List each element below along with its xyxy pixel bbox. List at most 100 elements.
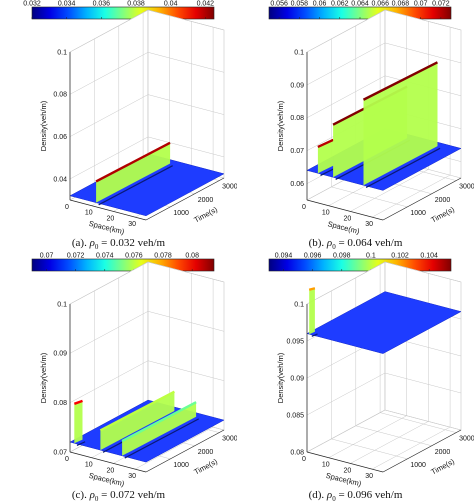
caption-c: (c). ρ0 = 0.072 veh/m <box>71 489 166 504</box>
surface-plane-d <box>306 291 462 354</box>
colorbar-tick-b-2: 0.06 <box>313 1 327 8</box>
z-tick-a-2: 0.08 <box>53 92 67 99</box>
x-tick-a-0: 0 <box>65 204 69 211</box>
x-tick-c-3: 30 <box>128 473 136 480</box>
z-tick-c-2: 0.09 <box>53 351 67 358</box>
x-tick-c-0: 0 <box>65 456 69 463</box>
surface-plot-a: 0.032 0.034 0.036 0.038 0.04 0.042 0.04 0.06 0.0… <box>23 1 237 237</box>
y-tick-b-0: 1000 <box>410 210 426 217</box>
z-tick-a-0: 0.04 <box>53 176 67 183</box>
x-tick-b-1: 10 <box>322 210 330 217</box>
axes-box-a <box>69 9 225 218</box>
y-tick-c-1: 2000 <box>198 449 214 456</box>
colorbar-d <box>268 258 452 272</box>
colorbar-tick-b-6: 0.068 <box>392 1 410 8</box>
colorbar-tick-c-4: 0.078 <box>154 253 172 260</box>
z-tick-b-3: 0.09 <box>290 82 304 89</box>
z-tick-b-0: 0.06 <box>290 181 304 188</box>
z-axis-label-c: Density(veh/m) <box>39 352 48 403</box>
colorbar-tick-a-1: 0.034 <box>58 1 76 8</box>
x-tick-d-3: 30 <box>365 473 373 480</box>
y-tick-b-1: 2000 <box>435 197 451 204</box>
colorbar-tick-b-4: 0.064 <box>351 1 369 8</box>
z-tick-a-1: 0.06 <box>53 134 67 141</box>
subplot-d: 0.094 0.096 0.098 0.1 0.102 0.104 0.08 0.085 0.0… <box>237 252 474 504</box>
y-tick-d-0: 1000 <box>410 462 426 469</box>
caption-a: (a). ρ0 = 0.032 veh/m <box>71 237 166 252</box>
colorbar-tick-b-5: 0.066 <box>371 1 389 8</box>
z-tick-d-1: 0.085 <box>286 412 304 419</box>
colorbar-tick-d-5: 0.104 <box>420 253 438 260</box>
x-tick-b-0: 0 <box>302 204 306 211</box>
x-tick-a-1: 10 <box>85 210 93 217</box>
y-axis-label-c: Time(s) <box>193 457 220 477</box>
z-tick-c-1: 0.08 <box>53 400 67 407</box>
colorbar-tick-d-4: 0.102 <box>391 253 409 260</box>
x-tick-b-2: 20 <box>344 215 352 222</box>
colorbar-a <box>31 6 215 20</box>
z-tick-a-3: 0.1 <box>57 49 67 56</box>
colorbar-tick-a-5: 0.042 <box>197 1 215 8</box>
ridge-d-0 <box>308 287 318 337</box>
ridge-c-2 <box>121 401 199 459</box>
ridge-a-0 <box>95 141 173 206</box>
x-tick-c-1: 10 <box>85 462 93 469</box>
surface-plot-c: 0.07 0.072 0.074 0.076 0.078 0.08 0.07 0.08 0.09… <box>31 253 237 488</box>
y-axis-label-b: Time(s) <box>430 205 457 225</box>
z-tick-d-4: 0.1 <box>294 301 304 308</box>
colorbar-tick-b-7: 0.07 <box>414 1 428 8</box>
ridge-b-2 <box>362 61 441 188</box>
y-tick-a-1: 2000 <box>198 197 214 204</box>
colorbar-tick-c-1: 0.072 <box>67 253 85 260</box>
z-tick-d-3: 0.095 <box>286 338 304 345</box>
x-tick-d-1: 10 <box>322 462 330 469</box>
z-tick-b-2: 0.08 <box>290 115 304 122</box>
y-axis-label-d: Time(s) <box>430 457 457 477</box>
ridge-c-0 <box>73 399 86 447</box>
x-tick-b-3: 30 <box>365 221 373 228</box>
colorbar-tick-b-0: 0.056 <box>270 1 288 8</box>
z-tick-b-4: 0.1 <box>294 49 304 56</box>
x-tick-a-3: 30 <box>128 221 136 228</box>
x-tick-d-0: 0 <box>302 456 306 463</box>
y-tick-c-0: 1000 <box>173 462 189 469</box>
colorbar-tick-d-1: 0.096 <box>304 253 322 260</box>
y-tick-c-2: 3000 <box>222 436 237 443</box>
colorbar-tick-c-3: 0.076 <box>125 253 143 260</box>
colorbar-tick-c-5: 0.08 <box>185 253 199 260</box>
caption-b: (b). ρ0 = 0.064 veh/m <box>308 237 403 252</box>
subplot-b: 0.056 0.058 0.06 0.062 0.064 0.066 0.068 0.07 0.… <box>237 0 474 252</box>
surface-plot-d: 0.094 0.096 0.098 0.1 0.102 0.104 0.08 0.085 0.0… <box>268 253 474 488</box>
x-tick-a-2: 20 <box>107 215 115 222</box>
y-tick-a-2: 3000 <box>222 184 237 191</box>
z-axis-label-b: Density(veh/m) <box>276 100 285 151</box>
colorbar-tick-a-3: 0.038 <box>127 1 145 8</box>
z-tick-b-1: 0.07 <box>290 148 304 155</box>
z-tick-c-0: 0.07 <box>53 449 67 456</box>
colorbar-tick-d-2: 0.098 <box>333 253 351 260</box>
colorbar-tick-b-3: 0.062 <box>331 1 349 8</box>
z-tick-d-0: 0.08 <box>290 449 304 456</box>
colorbar-tick-d-3: 0.1 <box>366 253 376 260</box>
colorbar-tick-a-0: 0.032 <box>23 1 41 8</box>
z-tick-c-3: 0.1 <box>57 301 67 308</box>
colorbar-tick-d-0: 0.094 <box>275 253 293 260</box>
colorbar-c <box>31 258 215 272</box>
y-tick-d-2: 3000 <box>459 436 474 443</box>
z-tick-d-2: 0.09 <box>290 375 304 382</box>
x-tick-d-2: 20 <box>344 467 352 474</box>
z-axis-label-a: Density(veh/m) <box>39 100 48 151</box>
colorbar-tick-a-2: 0.036 <box>93 1 111 8</box>
y-axis-label-a: Time(s) <box>193 205 220 225</box>
colorbar-tick-b-8: 0.072 <box>432 1 450 8</box>
surface-plot-b: 0.056 0.058 0.06 0.062 0.064 0.066 0.068 0.07 0.… <box>268 1 474 236</box>
z-axis-label-d: Density(veh/m) <box>276 352 285 403</box>
colorbar-tick-c-0: 0.07 <box>40 253 54 260</box>
subplot-c: 0.07 0.072 0.074 0.076 0.078 0.08 0.07 0.08 0.09… <box>0 252 237 504</box>
y-tick-d-1: 2000 <box>435 449 451 456</box>
colorbar-tick-b-1: 0.058 <box>291 1 309 8</box>
colorbar-tick-a-4: 0.04 <box>164 1 178 8</box>
subplot-a: 0.032 0.034 0.036 0.038 0.04 0.042 0.04 0.06 0.0… <box>0 0 237 252</box>
caption-d: (d). ρ0 = 0.096 veh/m <box>308 489 403 504</box>
y-tick-b-2: 3000 <box>459 184 474 191</box>
